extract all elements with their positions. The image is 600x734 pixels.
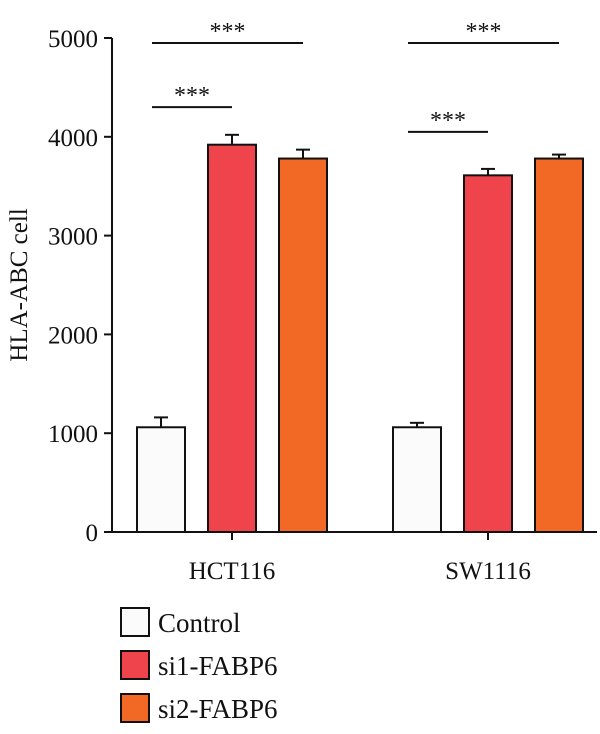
bar-si2-fabp6-sw1116 — [534, 157, 584, 533]
y-tick-label: 3000 — [48, 224, 98, 251]
x-axis: HCT116 SW1116 — [112, 531, 597, 585]
legend-swatch — [120, 650, 150, 680]
legend-label: si1-FABP6 — [158, 651, 278, 681]
significance-label: *** — [210, 19, 246, 45]
y-tick-label: 2000 — [48, 322, 98, 349]
y-axis-title: HLA-ABC cell — [6, 208, 33, 361]
legend: Control si1-FABP6 si2-FABP6 — [120, 607, 278, 724]
bar-control-hct116 — [136, 426, 186, 533]
y-tick-label: 1000 — [48, 421, 98, 448]
significance-annotations: *** *** *** *** — [152, 19, 559, 134]
bar-si2-fabp6-hct116 — [278, 157, 328, 533]
y-axis: 0 1000 2000 3000 4000 5000 — [48, 26, 113, 547]
y-tick-label: 0 — [86, 520, 99, 547]
error-bars — [154, 133, 566, 428]
legend-label: Control — [158, 608, 241, 638]
significance-label: *** — [430, 108, 466, 134]
x-tick-label: SW1116 — [445, 558, 531, 585]
legend-label: si2-FABP6 — [158, 694, 278, 724]
y-tick-label: 5000 — [48, 26, 98, 53]
significance-label: *** — [466, 19, 502, 45]
bar-si1-fabp6-hct116 — [207, 143, 257, 533]
legend-swatch — [120, 607, 150, 637]
bars — [136, 143, 584, 533]
legend-swatch — [120, 693, 150, 723]
bar-si1-fabp6-sw1116 — [463, 174, 513, 533]
y-tick-label: 4000 — [48, 125, 98, 152]
significance-label: *** — [174, 83, 210, 109]
x-tick-label: HCT116 — [189, 558, 276, 585]
bar-control-sw1116 — [392, 426, 442, 533]
